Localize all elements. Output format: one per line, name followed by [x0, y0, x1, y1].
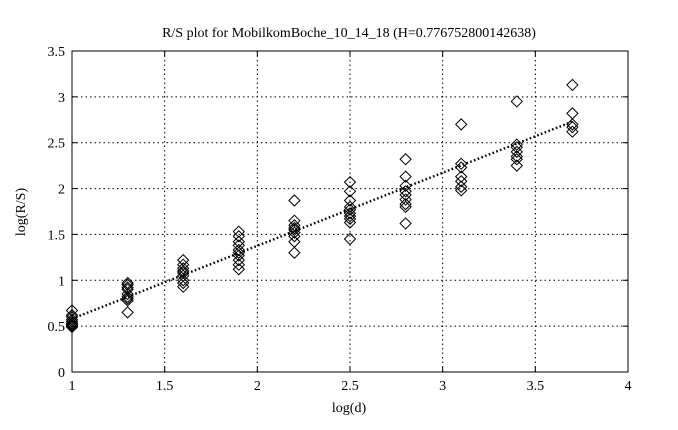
data-point-diamond [232, 253, 246, 267]
data-point-diamond [288, 194, 301, 207]
data-point-diamond [399, 217, 412, 230]
data-point-diamond [343, 203, 357, 216]
data-point-diamond [343, 209, 357, 223]
x-tick-label: 3 [439, 379, 446, 394]
data-point-diamond [566, 120, 579, 134]
y-tick-label: 3 [58, 91, 65, 106]
y-tick-label: 0.5 [48, 320, 66, 335]
data-point-diamond [399, 188, 412, 202]
data-point-diamond [232, 230, 246, 243]
data-point-diamond [121, 287, 134, 301]
data-point-diamond [566, 78, 579, 92]
data-point-diamond [121, 290, 134, 304]
data-point-diamond [510, 95, 524, 108]
data-point-diamond [288, 230, 301, 243]
y-tick-label: 2.5 [48, 137, 66, 152]
data-point-diamond [399, 179, 412, 193]
data-point-diamond [510, 138, 524, 151]
axis-ticks [71, 50, 629, 373]
data-point-diamond [121, 294, 134, 307]
data-point-diamond [399, 200, 412, 214]
data-point-diamond [454, 118, 468, 131]
x-tick-label: 4 [625, 379, 632, 394]
tick-labels: 1 1.5 2 2.5 3 3.5 4 0 0.5 1 1.5 2 2.5 3 3.5 [48, 45, 632, 394]
data-point-diamond [176, 264, 190, 278]
data-point-diamond [343, 200, 357, 214]
data-point-diamond [176, 274, 190, 287]
data-point-diamond [510, 141, 524, 154]
data-point-diamond [232, 225, 246, 238]
y-tick-label: 1 [58, 274, 65, 289]
data-point-diamond [510, 145, 524, 159]
data-point-diamond [232, 258, 246, 271]
data-point-diamond [288, 246, 301, 259]
data-point-diamond [566, 118, 579, 131]
data-point-diamond [454, 180, 468, 193]
data-point-diamond [399, 153, 412, 166]
data-point-diamond [399, 197, 412, 211]
data-point-diamond [399, 193, 412, 206]
data-point-diamond [121, 292, 134, 305]
data-point-diamond [288, 226, 301, 239]
chart-title: R/S plot for MobilkomBoche_10_14_18 (H=0… [162, 26, 536, 41]
data-point-diamond [566, 125, 579, 138]
data-point-diamond [454, 184, 468, 197]
data-point-diamond [232, 263, 246, 276]
data-point-diamond [121, 306, 134, 319]
data-point-diamond [454, 175, 468, 188]
data-point-diamond [288, 214, 301, 227]
x-tick-label: 2.5 [341, 379, 359, 394]
data-point-diamond [176, 258, 190, 271]
data-point-diamond [343, 185, 357, 198]
data-point-diamond [176, 276, 190, 290]
data-point-diamond [399, 170, 412, 183]
data-point-diamond [288, 221, 301, 235]
x-tick-label: 1.5 [156, 379, 174, 394]
data-point-diamond [232, 246, 246, 259]
y-tick-label: 0 [58, 366, 65, 381]
data-point-diamond [343, 216, 357, 229]
data-point-diamond [566, 107, 579, 120]
data-point-diamond [510, 150, 524, 163]
data-point-diamond [232, 243, 246, 257]
data-point-diamond [343, 175, 357, 189]
data-point-diamond [343, 194, 357, 207]
data-point-diamond [176, 262, 190, 275]
data-point-diamond [343, 212, 357, 226]
x-tick-label: 3.5 [527, 379, 545, 394]
fit-line [71, 120, 573, 320]
data-point-diamond [510, 159, 524, 172]
data-point-diamond [176, 253, 190, 267]
data-point-diamond [343, 207, 357, 220]
data-points [65, 78, 579, 334]
fit-line-group [71, 120, 573, 320]
x-tick-label: 2 [254, 379, 261, 394]
data-point-diamond [510, 153, 524, 166]
data-point-diamond [288, 223, 301, 237]
y-tick-label: 3.5 [48, 45, 66, 60]
x-axis-label: log(d) [332, 401, 367, 416]
data-point-diamond [399, 185, 412, 198]
grid [72, 51, 628, 372]
data-point-diamond [232, 249, 246, 262]
data-point-diamond [454, 170, 468, 183]
data-point-diamond [176, 266, 190, 280]
data-point-diamond [176, 280, 190, 293]
data-point-diamond [454, 161, 468, 174]
data-point-diamond [454, 157, 468, 171]
y-tick-label: 2 [58, 183, 65, 198]
x-tick-label: 1 [69, 379, 76, 394]
y-axis-label: log(R/S) [14, 188, 29, 237]
data-point-diamond [121, 278, 134, 292]
y-tick-label: 1.5 [48, 228, 66, 243]
data-point-diamond [232, 239, 246, 252]
data-point-diamond [343, 232, 357, 246]
plot-frame [71, 50, 629, 373]
